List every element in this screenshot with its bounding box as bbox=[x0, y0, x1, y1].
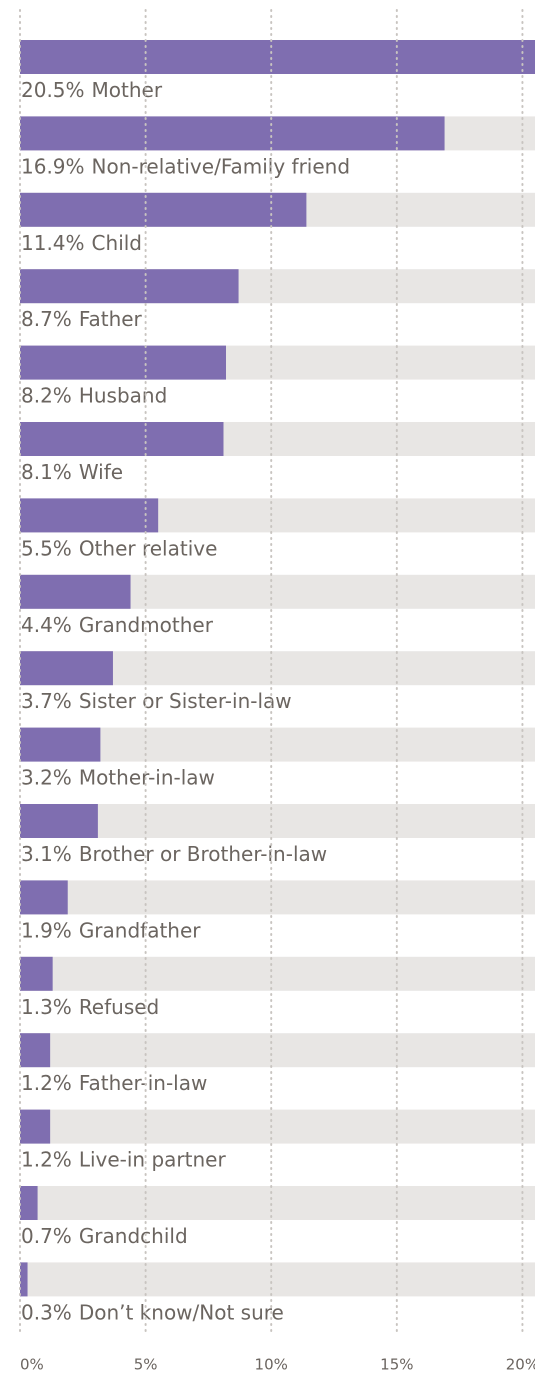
bar bbox=[20, 651, 113, 686]
bar-track bbox=[20, 956, 535, 991]
category-label: Child bbox=[92, 230, 142, 254]
bar-label: 4.4% Grandmother bbox=[21, 612, 214, 636]
bar-label: 1.2% Live-in partner bbox=[21, 1147, 226, 1171]
value-label: 8.2% bbox=[21, 383, 72, 407]
value-label: 5.5% bbox=[21, 536, 72, 560]
bar-track bbox=[20, 880, 535, 915]
bar bbox=[20, 269, 239, 304]
category-label: Father bbox=[79, 307, 143, 331]
bar-label: 8.2% Husband bbox=[21, 383, 167, 407]
bar-label: 1.3% Refused bbox=[21, 994, 159, 1018]
value-label: 0.3% bbox=[21, 1300, 72, 1324]
x-tick-label: 5% bbox=[134, 1356, 158, 1374]
bar-label: 16.9% Non-relative/Family friend bbox=[21, 154, 350, 178]
bar bbox=[20, 804, 98, 838]
x-tick-label: 10% bbox=[255, 1356, 288, 1374]
x-tick-label: 0% bbox=[20, 1356, 44, 1374]
bar bbox=[20, 574, 131, 609]
value-label: 3.7% bbox=[21, 689, 72, 713]
value-label: 8.7% bbox=[21, 307, 72, 331]
category-label: Husband bbox=[79, 383, 167, 407]
value-label: 3.2% bbox=[21, 765, 72, 789]
bar-label: 11.4% Child bbox=[21, 230, 142, 254]
category-label: Grandfather bbox=[79, 918, 201, 942]
x-tick-label: 20% bbox=[506, 1356, 535, 1374]
bar-label: 1.2% Father-in-law bbox=[21, 1071, 207, 1095]
value-label: 1.9% bbox=[21, 918, 72, 942]
value-label: 20.5% bbox=[21, 78, 85, 102]
value-label: 16.9% bbox=[21, 154, 85, 178]
category-label: Live-in partner bbox=[79, 1147, 227, 1171]
category-label: Wife bbox=[79, 460, 123, 484]
category-label: Grandchild bbox=[79, 1224, 188, 1248]
bar-label: 1.9% Grandfather bbox=[21, 918, 201, 942]
bar bbox=[20, 956, 53, 991]
bar-label: 3.1% Brother or Brother-in-law bbox=[21, 842, 327, 866]
value-label: 3.1% bbox=[21, 842, 72, 866]
bar bbox=[20, 192, 307, 227]
bar bbox=[20, 880, 68, 915]
bar-track bbox=[20, 1109, 535, 1144]
category-label: Brother or Brother-in-law bbox=[79, 842, 327, 866]
bar-track bbox=[20, 1186, 535, 1220]
category-label: Sister or Sister-in-law bbox=[79, 689, 292, 713]
bar-track bbox=[20, 1262, 535, 1297]
bar-label: 20.5% Mother bbox=[21, 78, 163, 102]
bar bbox=[20, 1262, 28, 1297]
bar bbox=[20, 1033, 51, 1068]
bar bbox=[20, 1186, 38, 1220]
bar bbox=[20, 498, 159, 533]
category-label: Mother bbox=[92, 78, 163, 102]
bar bbox=[20, 345, 226, 380]
bar bbox=[20, 40, 535, 74]
value-label: 0.7% bbox=[21, 1224, 72, 1248]
bar-label: 3.7% Sister or Sister-in-law bbox=[21, 689, 292, 713]
bar bbox=[20, 1109, 51, 1144]
value-label: 4.4% bbox=[21, 612, 72, 636]
category-label: Mother-in-law bbox=[79, 765, 215, 789]
bar-label: 8.1% Wife bbox=[21, 460, 123, 484]
value-label: 1.2% bbox=[21, 1071, 72, 1095]
bar bbox=[20, 116, 445, 151]
bar-label: 3.2% Mother-in-law bbox=[21, 765, 215, 789]
value-label: 11.4% bbox=[21, 230, 85, 254]
bar-track bbox=[20, 727, 535, 762]
value-label: 1.2% bbox=[21, 1147, 72, 1171]
bar-label: 8.7% Father bbox=[21, 307, 143, 331]
category-label: Father-in-law bbox=[79, 1071, 208, 1095]
value-label: 1.3% bbox=[21, 994, 72, 1018]
category-label: Refused bbox=[79, 994, 159, 1018]
category-label: Don’t know/Not sure bbox=[79, 1300, 284, 1324]
value-label: 8.1% bbox=[21, 460, 72, 484]
bar bbox=[20, 422, 224, 456]
x-tick-label: 15% bbox=[380, 1356, 413, 1374]
bar-label: 0.7% Grandchild bbox=[21, 1224, 188, 1248]
bar bbox=[20, 727, 101, 762]
bar-label: 0.3% Don’t know/Not sure bbox=[21, 1300, 284, 1324]
bar-track bbox=[20, 1033, 535, 1068]
category-label: Other relative bbox=[79, 536, 218, 560]
bar-label: 5.5% Other relative bbox=[21, 536, 217, 560]
bar-track bbox=[20, 804, 535, 838]
category-label: Non-relative/Family friend bbox=[92, 154, 350, 178]
